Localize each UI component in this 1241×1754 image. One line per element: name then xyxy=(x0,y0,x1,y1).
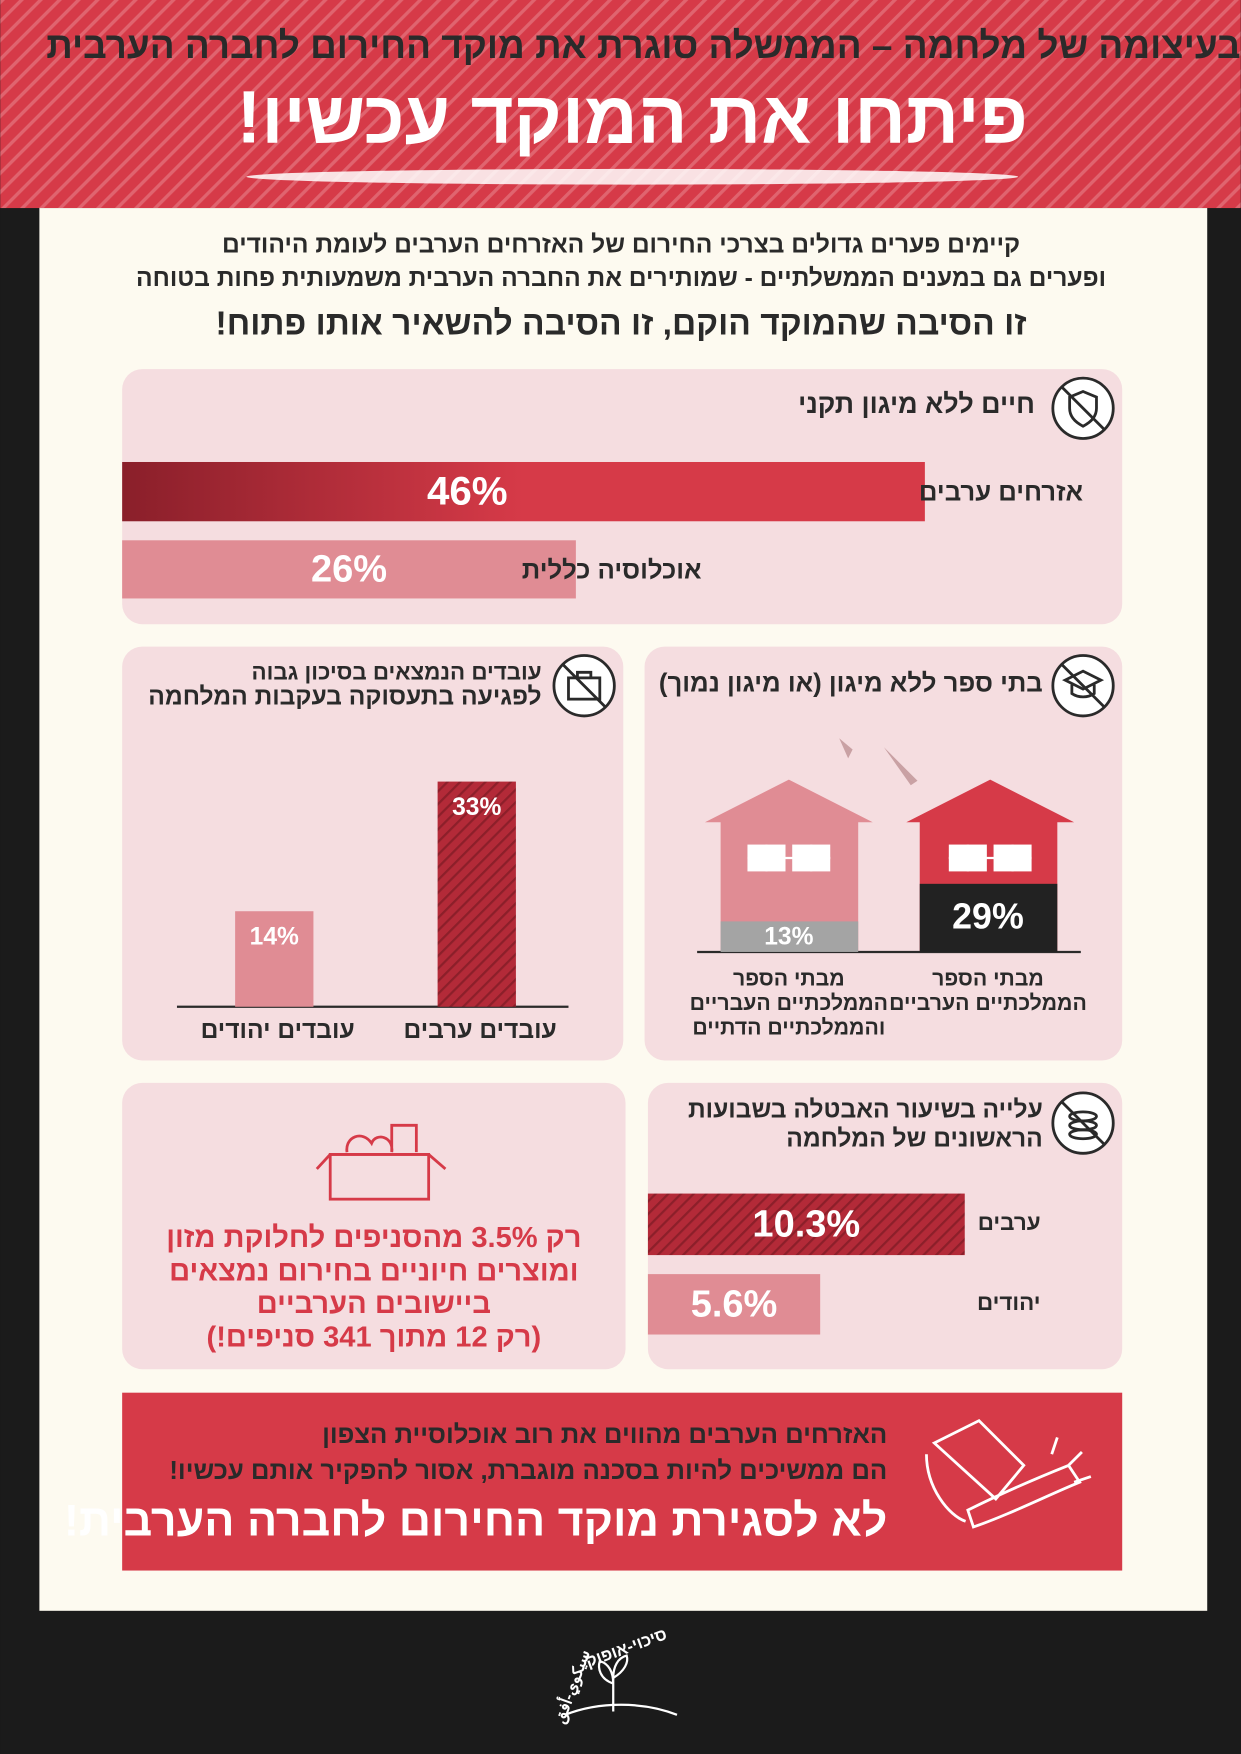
food-line: (רק 12 מתוך 341 סניפים!) xyxy=(207,1322,542,1354)
schools-panel xyxy=(644,646,1123,1061)
banner-headline: לא לסגירת מוקד החירום לחברה הערבית! xyxy=(64,1495,887,1545)
school-caption: הממלכתיים העבריים xyxy=(690,991,888,1015)
schools-title: בתי ספר ללא מיגון (או מיגון נמוך) xyxy=(659,669,1043,697)
school-fill xyxy=(720,921,859,952)
header-title: פיתחו את המוקד עכשיו! xyxy=(237,76,1028,159)
shelter-bar-label: אזרחים ערבים xyxy=(919,479,1084,507)
unemployment-bar-label: ערבים xyxy=(978,1210,1041,1235)
unemployment-title: הראשונים של המלחמה xyxy=(786,1125,1043,1152)
intro-headline: זו הסיבה שהמוקד הוקם, זו הסיבה להשאיר או… xyxy=(216,305,1027,342)
shelter-bar-label: אוכלוסיה כללית xyxy=(522,556,702,584)
intro-line: ופערים גם במענים הממשלתיים - שמותירים את… xyxy=(136,265,1106,292)
shelter-value-label: 26% xyxy=(311,549,387,591)
unemployment-bar-label: יהודים xyxy=(977,1290,1041,1315)
workers-title: לפגיעה בתעסוקה בעקבות המלחמה xyxy=(148,684,541,711)
banner-line: הם ממשיכים להיות בסכנה מוגברת, אסור להפק… xyxy=(169,1457,887,1485)
worker-bar-label: עובדים ערבים xyxy=(404,1017,557,1044)
banner xyxy=(122,1392,1123,1571)
school-caption: מבתי הספר xyxy=(733,967,845,991)
worker-bar xyxy=(437,781,516,1007)
icons xyxy=(552,376,1115,1155)
school-fill xyxy=(919,883,1058,952)
food-line: ומוצרים חיוניים בחירום נמצאים xyxy=(169,1256,578,1288)
phone-icon xyxy=(925,1418,1092,1529)
food-box-icon xyxy=(315,1123,447,1201)
unemployment-value-label: 10.3% xyxy=(752,1204,860,1246)
worker-bar-label: עובדים יהודים xyxy=(201,1017,355,1044)
worker-value-label: 33% xyxy=(452,794,501,821)
school-value-label: 29% xyxy=(952,896,1024,936)
worker-bar xyxy=(235,911,314,1007)
intro-line: קיימים פערים גדולים בצרכי החירום של האזר… xyxy=(222,232,1020,259)
shelter-value-label: 46% xyxy=(427,469,508,514)
school-caption: מבתי הספר xyxy=(932,967,1044,991)
shelter-bar xyxy=(122,461,925,522)
shelter-bar xyxy=(122,540,576,599)
header-subtitle: בעיצומה של מלחמה – הממשלה סוגרת את מוקד … xyxy=(46,25,1240,66)
title-underline xyxy=(246,168,1019,185)
food-line: רק 3.5% מהסניפים לחלוקת מזון xyxy=(166,1222,581,1254)
workers-title: עובדים הנמצאים בסיכון גבוה xyxy=(251,659,541,684)
food-panel xyxy=(122,1082,626,1370)
unemployment-bar xyxy=(647,1274,821,1335)
banner-line: האזרחים הערבים מהווים את רוב אוכלוסיית ה… xyxy=(322,1421,887,1449)
window-frames xyxy=(747,844,1032,872)
worker-value-label: 14% xyxy=(250,924,299,951)
school-value-label: 13% xyxy=(764,923,813,950)
shelter-title: חיים ללא מיגון תקני xyxy=(798,389,1035,419)
school-caption: והממלכתיים הדתיים xyxy=(692,1016,885,1040)
unemployment-title: עלייה בשיעור האבטלה בשבועות xyxy=(688,1096,1043,1123)
food-line: ביישובים הערביים xyxy=(257,1288,491,1320)
unemployment-value-label: 5.6% xyxy=(691,1284,778,1326)
unemployment-bar xyxy=(647,1193,965,1256)
school-caption: הממלכתיים הערביים xyxy=(889,991,1087,1015)
